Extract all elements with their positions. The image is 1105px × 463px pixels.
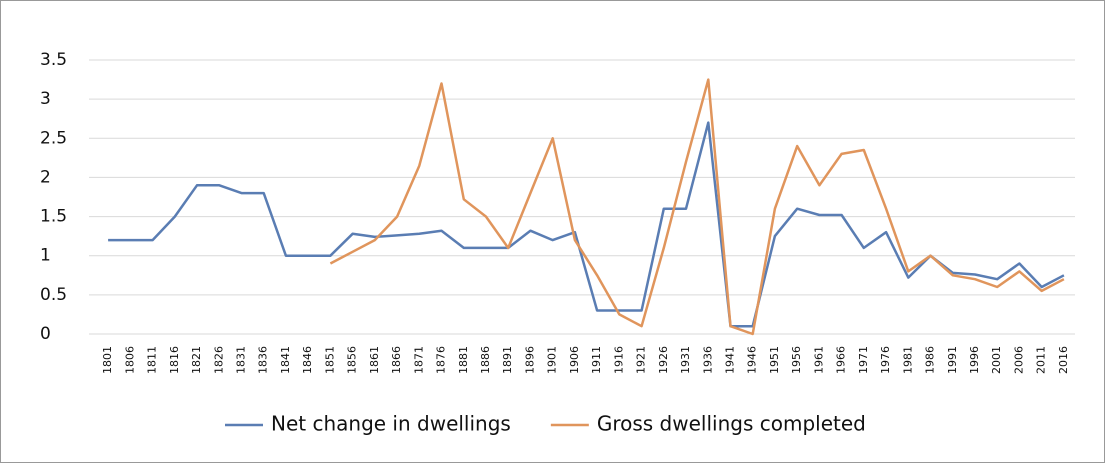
x-tick-label: 1871 [412,346,425,374]
x-tick-label: 1901 [546,346,559,374]
x-tick-label: 2001 [990,346,1003,374]
y-tick-label: 1.5 [40,207,67,227]
x-tick-label: 1801 [101,346,114,374]
x-tick-label: 1926 [657,346,670,374]
x-tick-label: 1826 [212,346,225,374]
y-tick-label: 2.5 [40,128,67,148]
x-tick-label: 1896 [523,346,536,374]
x-tick-label: 2016 [1057,346,1070,374]
y-tick-label: 2 [40,167,51,187]
x-tick-label: 1941 [723,346,736,374]
x-tick-label: 1816 [168,346,181,374]
y-tick-label: 0.5 [40,285,67,305]
x-tick-label: 1916 [612,346,625,374]
x-tick-label: 1981 [901,346,914,374]
x-tick-label: 1956 [790,346,803,374]
x-tick-label: 1841 [279,346,292,374]
x-tick-label: 1951 [768,346,781,374]
x-tick-label: 1881 [457,346,470,374]
x-tick-label: 1806 [123,346,136,374]
x-tick-label: 1811 [146,346,159,374]
x-tick-label: 1821 [190,346,203,374]
x-tick-label: 2006 [1012,346,1025,374]
x-tick-label: 1836 [257,346,270,374]
x-tick-label: 1851 [323,346,336,374]
x-tick-label: 1846 [301,346,314,374]
x-tick-label: 1996 [968,346,981,374]
series-line [329,78,1065,336]
x-tick-label: 1831 [234,346,247,374]
y-tick-label: 3.5 [40,50,67,70]
series-line [108,121,1065,328]
x-tick-label: 1936 [701,346,714,374]
x-tick-label: 1931 [679,346,692,374]
y-tick-label: 3 [40,89,51,109]
x-tick-label: 1961 [812,346,825,374]
x-tick-label: 1891 [501,346,514,374]
x-tick-label: 1876 [435,346,448,374]
legend-label: Net change in dwellings [271,412,511,436]
x-tick-label: 1986 [924,346,937,374]
legend-label: Gross dwellings completed [597,412,866,436]
x-tick-label: 1991 [946,346,959,374]
x-tick-label: 1856 [346,346,359,374]
x-tick-label: 1861 [368,346,381,374]
x-tick-label: 1966 [835,346,848,374]
x-tick-label: 1976 [879,346,892,374]
x-tick-label: 1886 [479,346,492,374]
y-tick-label: 0 [40,324,51,344]
x-tick-label: 1921 [635,346,648,374]
x-tick-label: 1906 [568,346,581,374]
x-tick-label: 1911 [590,346,603,374]
y-tick-label: 1 [40,246,51,266]
x-tick-label: 2011 [1035,346,1048,374]
x-tick-label: 1946 [746,346,759,374]
x-tick-label: 1866 [390,346,403,374]
x-tick-label: 1971 [857,346,870,374]
